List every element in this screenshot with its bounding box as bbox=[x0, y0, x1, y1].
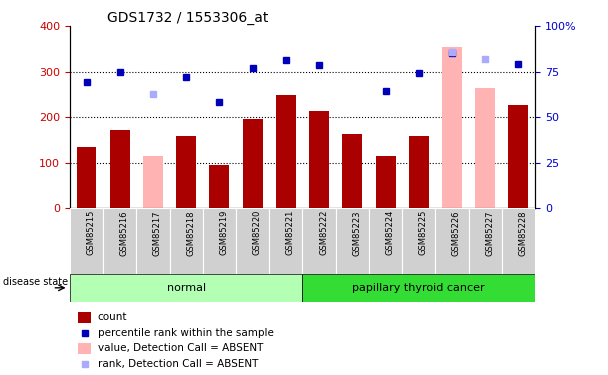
Text: disease state: disease state bbox=[3, 277, 68, 286]
Bar bbox=[475, 88, 495, 208]
Text: GSM85228: GSM85228 bbox=[519, 210, 527, 256]
Bar bbox=[376, 156, 395, 208]
Text: GSM85223: GSM85223 bbox=[352, 210, 361, 256]
Bar bbox=[508, 105, 528, 208]
Bar bbox=[502, 208, 535, 274]
Bar bbox=[209, 165, 229, 208]
Bar bbox=[336, 208, 369, 274]
Text: GSM85227: GSM85227 bbox=[485, 210, 494, 256]
Text: GSM85218: GSM85218 bbox=[186, 210, 195, 256]
Bar bbox=[77, 147, 97, 208]
Text: GSM85226: GSM85226 bbox=[452, 210, 461, 256]
Bar bbox=[78, 312, 91, 323]
Text: GSM85221: GSM85221 bbox=[286, 210, 295, 255]
Bar bbox=[442, 47, 462, 208]
Bar bbox=[110, 130, 130, 208]
Text: GSM85217: GSM85217 bbox=[153, 210, 162, 256]
Bar bbox=[369, 208, 402, 274]
Bar bbox=[103, 208, 136, 274]
Text: GSM85224: GSM85224 bbox=[385, 210, 395, 255]
Bar bbox=[143, 156, 163, 208]
Text: GSM85219: GSM85219 bbox=[219, 210, 229, 255]
Bar bbox=[276, 95, 296, 208]
Bar bbox=[236, 208, 269, 274]
Bar bbox=[409, 136, 429, 208]
Bar bbox=[176, 136, 196, 208]
Bar bbox=[78, 343, 91, 354]
Bar bbox=[70, 274, 302, 302]
Bar bbox=[402, 208, 435, 274]
Bar bbox=[136, 208, 170, 274]
Text: normal: normal bbox=[167, 283, 206, 293]
Bar bbox=[243, 118, 263, 208]
Bar bbox=[342, 134, 362, 208]
Bar bbox=[269, 208, 302, 274]
Bar bbox=[309, 111, 329, 208]
Bar bbox=[469, 208, 502, 274]
Bar bbox=[70, 208, 103, 274]
Bar bbox=[170, 208, 203, 274]
Text: rank, Detection Call = ABSENT: rank, Detection Call = ABSENT bbox=[97, 359, 258, 369]
Bar bbox=[302, 208, 336, 274]
Text: GSM85225: GSM85225 bbox=[419, 210, 428, 255]
Text: percentile rank within the sample: percentile rank within the sample bbox=[97, 328, 274, 338]
Text: GSM85220: GSM85220 bbox=[253, 210, 261, 255]
Text: value, Detection Call = ABSENT: value, Detection Call = ABSENT bbox=[97, 344, 263, 353]
Text: GSM85215: GSM85215 bbox=[86, 210, 95, 255]
Text: GSM85222: GSM85222 bbox=[319, 210, 328, 255]
Text: papillary thyroid cancer: papillary thyroid cancer bbox=[353, 283, 485, 293]
Bar bbox=[203, 208, 236, 274]
Bar bbox=[435, 208, 469, 274]
Text: count: count bbox=[97, 312, 127, 322]
Text: GDS1732 / 1553306_at: GDS1732 / 1553306_at bbox=[107, 11, 269, 25]
Bar bbox=[302, 274, 535, 302]
Text: GSM85216: GSM85216 bbox=[120, 210, 129, 256]
